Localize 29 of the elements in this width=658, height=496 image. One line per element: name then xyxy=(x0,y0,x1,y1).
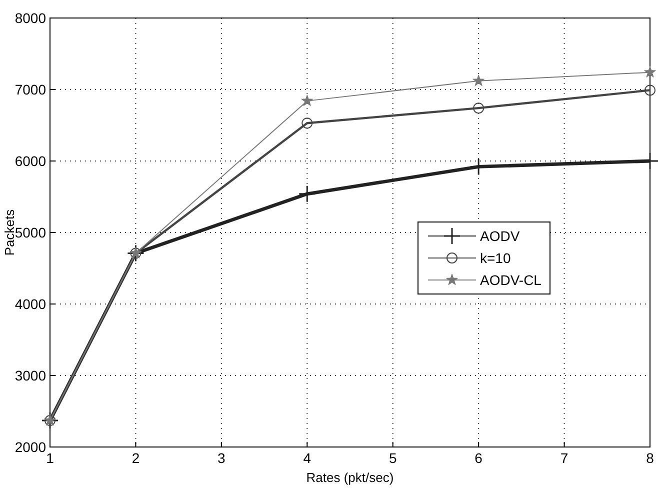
legend-label: AODV-CL xyxy=(480,272,542,288)
y-tick-label: 5000 xyxy=(14,224,46,240)
y-tick-label: 6000 xyxy=(14,153,46,169)
x-tick-label: 5 xyxy=(388,450,397,466)
point xyxy=(41,412,59,430)
point xyxy=(472,74,485,86)
point xyxy=(473,102,484,114)
x-tick-label: 2 xyxy=(132,450,140,466)
point xyxy=(126,244,144,262)
point xyxy=(301,94,314,106)
y-tick-label: 3000 xyxy=(14,368,46,384)
y-tick-label: 8000 xyxy=(14,10,46,26)
y-tick-label: 7000 xyxy=(14,82,46,98)
x-tick-label: 4 xyxy=(303,450,312,466)
x-tick-label: 1 xyxy=(46,450,54,466)
y-tick-label: 2000 xyxy=(14,439,46,455)
point xyxy=(644,66,656,78)
x-tick-label: 7 xyxy=(560,450,568,466)
point xyxy=(302,118,313,129)
x-tick-label: 3 xyxy=(218,450,226,466)
x-tick-label: 6 xyxy=(474,450,483,466)
y-tick-label: 4000 xyxy=(14,296,46,312)
point xyxy=(298,185,316,203)
x-axis-title: Rates (pkt/sec) xyxy=(306,470,394,485)
point xyxy=(644,84,656,96)
legend-label: AODV xyxy=(480,228,520,244)
legend-label: k=10 xyxy=(480,250,511,266)
x-tick-label: 8 xyxy=(646,450,654,466)
y-axis-title: Packets xyxy=(2,208,17,256)
